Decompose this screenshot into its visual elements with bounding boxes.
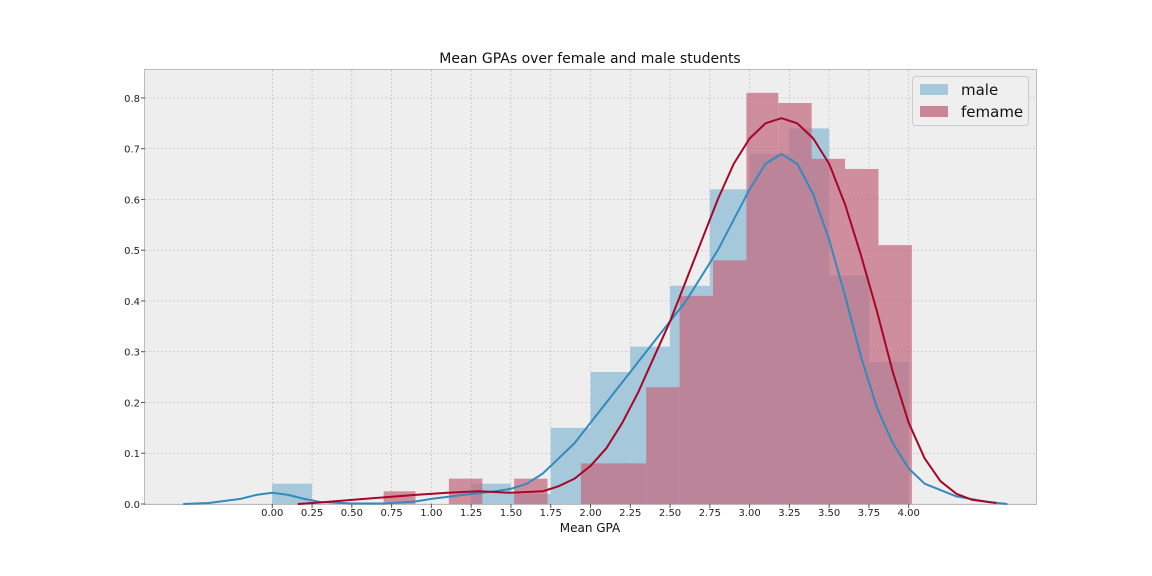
bar-female — [778, 102, 812, 505]
x-tick-label: 2.50 — [659, 508, 681, 519]
x-tick-label: 3.75 — [858, 508, 880, 519]
legend-label-female: femame — [961, 103, 1023, 121]
bar-female — [646, 387, 680, 504]
y-tick-label: 0.6 — [124, 195, 140, 206]
x-tick-label: 3.50 — [818, 508, 840, 519]
y-tick-label: 0.1 — [124, 449, 140, 460]
x-tick-label: 1.00 — [420, 508, 442, 519]
bar-female — [811, 158, 846, 504]
bar-female — [383, 491, 416, 504]
chart-title: Mean GPAs over female and male students — [439, 51, 740, 67]
x-tick-label: 2.00 — [579, 508, 601, 519]
bar-female — [746, 92, 779, 504]
bar-female — [713, 260, 747, 504]
legend: male femame — [912, 76, 1029, 126]
x-axis-label: Mean GPA — [560, 521, 621, 535]
y-tick-label: 0.3 — [124, 348, 140, 359]
bar-female — [679, 295, 714, 504]
x-tick-label: 2.25 — [619, 508, 641, 519]
x-tick-label: 2.75 — [699, 508, 721, 519]
x-tick-label: 0.50 — [341, 508, 363, 519]
y-tick-label: 0.0 — [124, 500, 140, 511]
y-tick-label: 0.5 — [124, 246, 140, 257]
x-tick-label: 4.00 — [898, 508, 920, 519]
x-tick-label: 0.00 — [261, 508, 283, 519]
histogram-bars — [272, 92, 912, 505]
bar-female — [580, 463, 647, 504]
y-tick-label: 0.8 — [124, 94, 140, 105]
x-tick-label: 1.50 — [500, 508, 522, 519]
y-tick-label: 0.2 — [124, 398, 140, 409]
x-tick-label: 0.75 — [380, 508, 402, 519]
y-tick-label: 0.7 — [124, 145, 140, 156]
legend-label-male: male — [961, 81, 998, 99]
legend-swatch-female — [920, 106, 948, 117]
x-axis-ticks: 0.00 0.25 0.50 0.75 1.00 1.25 1.50 1.75 2.00 2.25… — [261, 504, 920, 519]
kde-line-male — [183, 152, 1008, 505]
x-tick-label: 1.75 — [540, 508, 562, 519]
y-axis-ticks: 0.0 0.1 0.2 0.3 0.4 0.5 0.6 0.7 0.8 — [124, 94, 145, 511]
legend-swatch-male — [920, 84, 948, 95]
kde-lines — [183, 117, 1008, 505]
x-tick-label: 0.25 — [301, 508, 323, 519]
x-tick-label: 3.00 — [738, 508, 760, 519]
kde-line-female — [297, 117, 997, 505]
bar-female — [878, 245, 912, 504]
x-tick-label: 3.25 — [778, 508, 800, 519]
x-tick-label: 1.25 — [460, 508, 482, 519]
y-tick-label: 0.4 — [124, 297, 140, 308]
